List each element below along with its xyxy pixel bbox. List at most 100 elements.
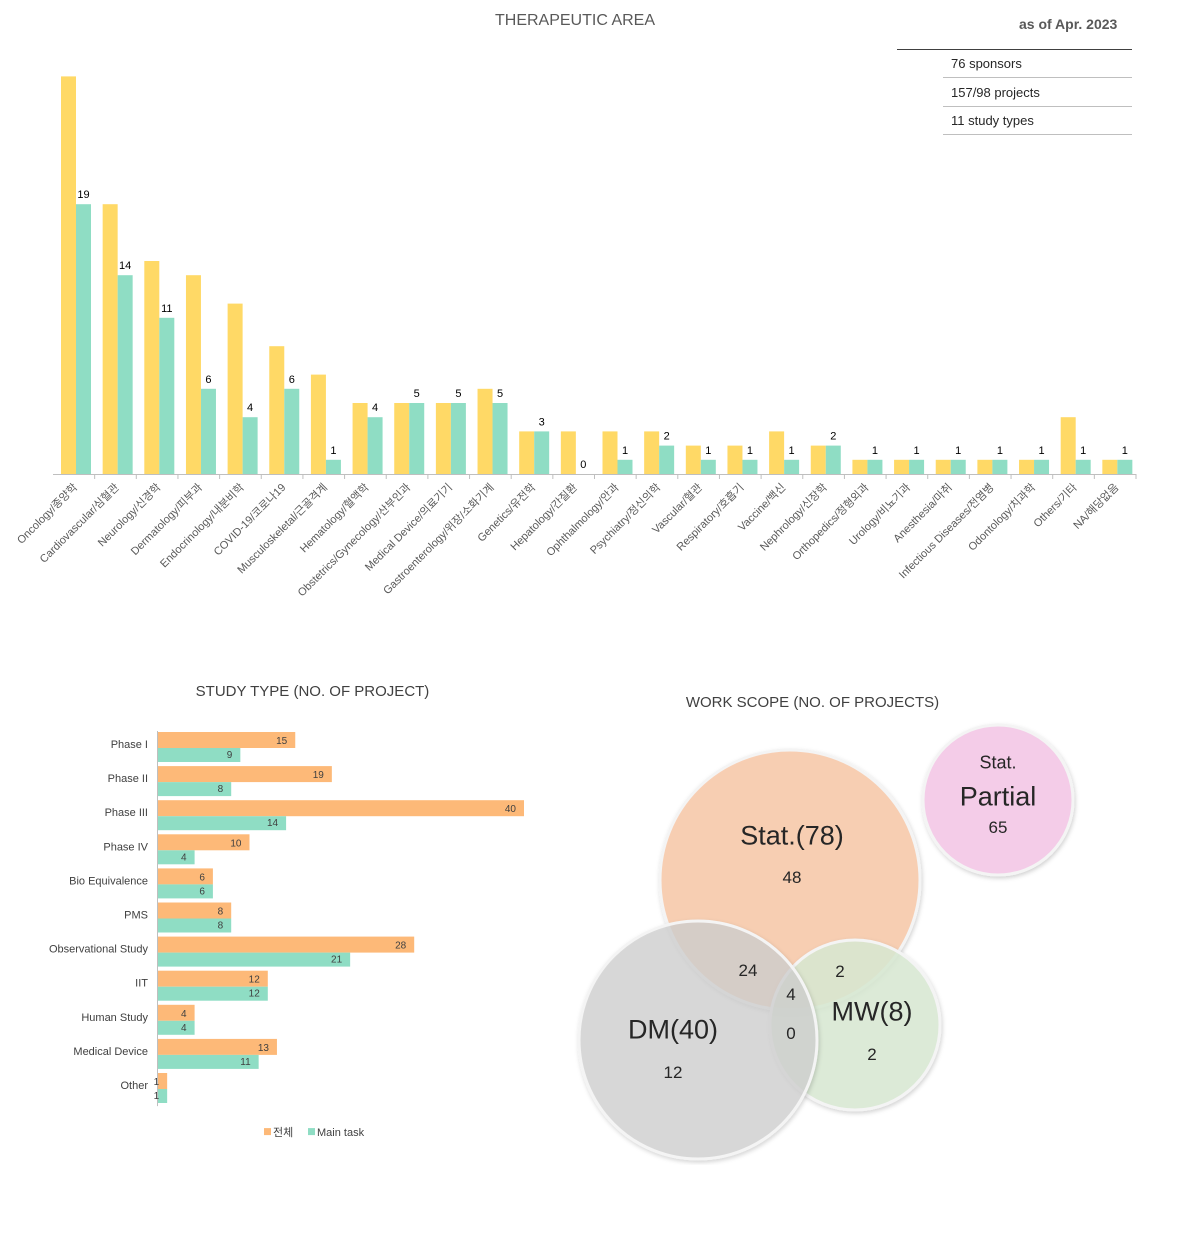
summary-sponsors: 76 sponsors	[943, 50, 1132, 78]
bar-main-1	[117, 275, 133, 474]
x-tick-label-4: Endocrinology/내분비학	[157, 481, 246, 570]
bar-main-0	[158, 748, 241, 762]
partial-label: Partial	[959, 781, 1037, 812]
bar-total-15	[685, 445, 701, 474]
y-tick-label-9: Medical Device	[73, 1046, 148, 1058]
bar-main-7	[367, 417, 383, 474]
data-label-total-0: 15	[276, 736, 288, 747]
bar-main-6	[158, 952, 351, 967]
data-label-main-18: 2	[830, 431, 836, 443]
bar-total-18	[810, 445, 826, 474]
dm-only-value: 12	[663, 1063, 683, 1082]
data-label-main-3: 6	[205, 374, 211, 386]
summary-study-types: 11 study types	[943, 107, 1132, 135]
data-label-total-4: 6	[199, 872, 205, 883]
data-label-main-11: 3	[539, 416, 545, 428]
bar-main-0	[76, 204, 91, 474]
data-label-total-7: 12	[249, 975, 261, 986]
data-label-main-1: 14	[119, 260, 131, 272]
bar-main-13	[617, 459, 633, 474]
bar-main-20	[909, 459, 925, 474]
venn-circles	[577, 723, 1075, 1161]
y-tick-label-10: Other	[120, 1080, 148, 1092]
bar-main-17	[784, 459, 800, 474]
therapeutic-area-title: THERAPEUTIC AREA	[494, 12, 656, 29]
bar-main-1	[158, 782, 232, 797]
data-label-main-7: 4	[372, 402, 378, 414]
mw-only-value: 2	[867, 1045, 877, 1064]
data-label-main-4: 6	[199, 886, 205, 897]
bar-main-19	[867, 459, 883, 474]
bar-total-22	[977, 459, 993, 474]
bar-total-5	[269, 346, 285, 474]
data-label-total-2: 40	[505, 804, 517, 815]
data-label-main-1: 8	[218, 784, 224, 795]
x-tick-label-16: Respiratory/호흡기	[673, 480, 746, 553]
bar-total-4	[227, 303, 243, 474]
x-tick-label-25: NA/해당없음	[1070, 480, 1121, 531]
data-label-total-3: 10	[230, 838, 242, 849]
data-label-main-2: 14	[267, 818, 279, 829]
data-label-main-13: 1	[622, 445, 628, 457]
data-label-main-17: 1	[789, 445, 795, 457]
data-label-main-9: 5	[455, 388, 461, 400]
partial-top-label: Stat.	[979, 752, 1017, 773]
mw-label: MW(8)	[831, 996, 913, 1027]
x-tick-label-3: Dermatology/피부과	[128, 481, 205, 558]
bar-total-10	[158, 1073, 168, 1089]
bar-total-17	[769, 431, 785, 474]
bar-total-0	[158, 732, 296, 748]
x-tick-label-23: Odontology/치과학	[966, 481, 1039, 554]
bar-total-7	[158, 970, 268, 987]
y-tick-label-4: Bio Equivalence	[69, 875, 148, 887]
data-label-total-8: 4	[181, 1009, 187, 1020]
dm-circle	[577, 919, 819, 1161]
bar-main-10	[158, 1089, 168, 1103]
bar-total-3	[158, 834, 250, 851]
bar-total-13	[602, 431, 618, 474]
legend-swatch-main	[308, 1128, 315, 1136]
legend-swatch-total	[264, 1128, 271, 1136]
bar-total-25	[1102, 459, 1118, 474]
data-label-total-9: 13	[258, 1043, 270, 1054]
data-label-total-1: 19	[313, 770, 325, 781]
bar-total-23	[1019, 459, 1035, 474]
data-label-total-5: 8	[218, 907, 224, 918]
dm-mw-value: 0	[786, 1024, 796, 1043]
bar-main-6	[325, 459, 341, 474]
data-label-main-24: 1	[1080, 445, 1086, 457]
dm-label: DM(40)	[627, 1014, 719, 1045]
bar-main-4	[158, 884, 213, 899]
bar-main-9	[450, 403, 466, 474]
legend-label-main: Main task	[317, 1127, 365, 1139]
stat-dm-value: 24	[738, 961, 758, 980]
y-tick-label-0: Phase I	[111, 739, 148, 751]
data-label-main-16: 1	[747, 445, 753, 457]
bar-total-3	[185, 275, 201, 474]
y-tick-label-5: PMS	[124, 910, 148, 922]
data-label-main-10: 5	[497, 388, 503, 400]
partial-value: 65	[988, 818, 1008, 837]
bar-main-11	[534, 431, 550, 474]
data-label-main-7: 12	[249, 989, 261, 1000]
data-label-main-5: 8	[218, 921, 224, 932]
bar-total-19	[852, 459, 868, 474]
stat-mw-value: 2	[835, 962, 845, 981]
partial-circle	[921, 723, 1075, 877]
bar-total-24	[1060, 417, 1076, 474]
data-label-main-3: 4	[181, 852, 187, 863]
data-label-main-12: 0	[580, 459, 586, 471]
bar-main-14	[659, 445, 675, 474]
data-label-main-15: 1	[705, 445, 711, 457]
y-tick-label-1: Phase II	[108, 773, 148, 785]
bar-total-11	[519, 431, 535, 474]
data-label-main-0: 9	[227, 750, 233, 761]
all-three-value: 4	[786, 985, 796, 1004]
bar-main-3	[158, 850, 195, 865]
data-label-main-8: 4	[181, 1023, 187, 1034]
data-label-total-6: 28	[395, 941, 407, 952]
bar-total-12	[560, 431, 576, 474]
x-tick-label-7: Hematology/혈액학	[297, 480, 372, 555]
bar-total-21	[935, 459, 951, 474]
